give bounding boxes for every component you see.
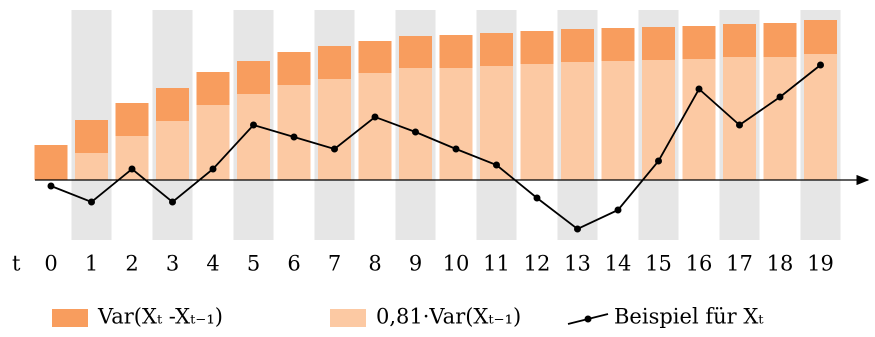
x-tick-label: 19 <box>807 252 834 276</box>
bar-segment <box>480 33 513 66</box>
point <box>47 182 55 190</box>
point <box>290 133 298 141</box>
bar-segment <box>723 57 756 180</box>
bar-segment <box>115 103 149 136</box>
bar-segment <box>277 52 311 85</box>
point <box>128 165 136 173</box>
x-tick-label: 10 <box>443 252 470 276</box>
line <box>50 64 822 231</box>
x-tick-label: 1 <box>85 252 98 276</box>
point <box>169 198 176 206</box>
x-tick-label: 18 <box>767 252 794 276</box>
bar-segment <box>804 54 837 180</box>
bar-segment <box>439 68 473 180</box>
x-tick-label: 7 <box>328 252 341 276</box>
legend-label: 0,81·Var(Xₜ₋₁) <box>376 305 521 329</box>
bar-segment <box>196 72 230 105</box>
point <box>209 165 217 173</box>
x-tick-label: 2 <box>125 252 138 276</box>
legend-swatch <box>330 309 366 327</box>
x-tick-label: 0 <box>44 252 57 276</box>
point <box>452 145 460 153</box>
bar-segment <box>318 79 351 180</box>
bar-segment <box>520 64 554 180</box>
bar-segment <box>601 61 635 180</box>
point <box>776 93 784 101</box>
x-axis-label: t <box>12 252 21 276</box>
x-tick-label: 15 <box>645 252 672 276</box>
bar-segment <box>682 26 716 59</box>
x-tick-label: 8 <box>368 252 381 276</box>
bar-segment <box>642 27 675 60</box>
point <box>493 161 500 169</box>
x-tick-label: 17 <box>726 252 753 276</box>
x-tick-label: 14 <box>605 252 632 276</box>
bar-segment <box>763 23 797 57</box>
bar-segment <box>75 153 108 180</box>
point <box>817 61 824 69</box>
legend-label: Var(Xₜ -Xₜ₋₁) <box>97 305 223 329</box>
x-tick-label: 12 <box>524 252 551 276</box>
bar-segment <box>561 62 594 180</box>
x-tick-label: 5 <box>247 252 260 276</box>
bar-segment <box>723 24 756 57</box>
point <box>614 206 622 214</box>
bar-segment <box>156 121 189 180</box>
bar-segment <box>601 28 635 61</box>
bar-segment <box>804 20 837 54</box>
point <box>331 145 338 153</box>
bar-segment <box>237 61 270 94</box>
bar-segment <box>75 120 108 153</box>
labels: 0 1 2 3 4 5 6 7 8 9 10 11 12 13 14 15 16 17 18 19 <box>44 252 834 276</box>
bars <box>34 20 837 180</box>
point <box>88 198 95 206</box>
bar-segment <box>399 36 432 68</box>
bar-segment <box>358 41 392 73</box>
x-tick-label: 4 <box>206 252 219 276</box>
x-tick-label: 16 <box>686 252 713 276</box>
point <box>655 157 662 165</box>
bar-segment <box>682 59 716 180</box>
x-tick-label: 3 <box>166 252 179 276</box>
bar-segment <box>399 68 432 180</box>
bar-segment <box>318 46 351 79</box>
point <box>250 121 257 129</box>
x-tick-label: 6 <box>287 252 300 276</box>
point <box>695 85 703 93</box>
legend-swatch <box>52 309 88 327</box>
legend-point <box>584 315 592 323</box>
point <box>371 113 379 121</box>
x-tick-label: 9 <box>409 252 422 276</box>
point <box>533 194 541 202</box>
bar-segment <box>156 88 189 121</box>
bar-segment <box>561 29 594 62</box>
bar-segment <box>439 35 473 68</box>
legend-label: Beispiel für Xₜ <box>614 305 764 329</box>
legend: Var(Xₜ -Xₜ₋₁) 0,81·Var(Xₜ₋₁) Beispiel für … <box>52 305 764 329</box>
point <box>574 225 581 233</box>
point <box>736 121 743 129</box>
x-tick-label: 13 <box>564 252 591 276</box>
x-tick-label: 11 <box>483 252 510 276</box>
lines <box>47 61 824 233</box>
bar-segment <box>763 57 797 180</box>
bar-segment <box>115 136 149 180</box>
bar-segment <box>277 85 311 180</box>
bar-segment <box>34 145 68 180</box>
point <box>412 128 419 136</box>
bar-segment <box>520 31 554 64</box>
